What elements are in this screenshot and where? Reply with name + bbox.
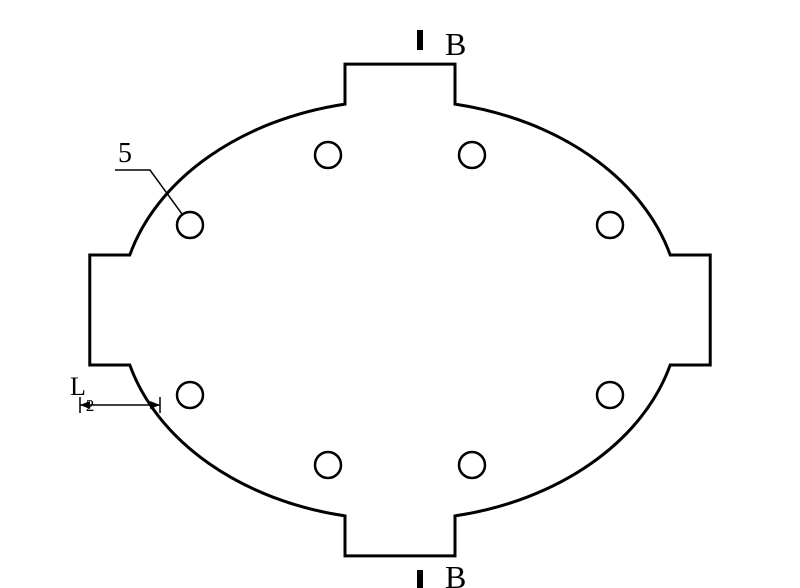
dim-arrow-right — [150, 401, 160, 409]
callout-number: 5 — [118, 138, 132, 169]
bolt-hole — [597, 212, 623, 238]
section-label-bottom: B — [445, 559, 466, 588]
bolt-hole — [177, 212, 203, 238]
dim-label: L2 — [70, 372, 94, 415]
callout-leader — [115, 170, 182, 214]
flange-outline — [90, 64, 710, 556]
bolt-hole — [177, 382, 203, 408]
bolt-hole — [315, 142, 341, 168]
section-label-top: B — [445, 26, 466, 62]
bolt-hole — [597, 382, 623, 408]
bolt-hole — [315, 452, 341, 478]
bolt-hole — [459, 142, 485, 168]
bolt-hole — [459, 452, 485, 478]
